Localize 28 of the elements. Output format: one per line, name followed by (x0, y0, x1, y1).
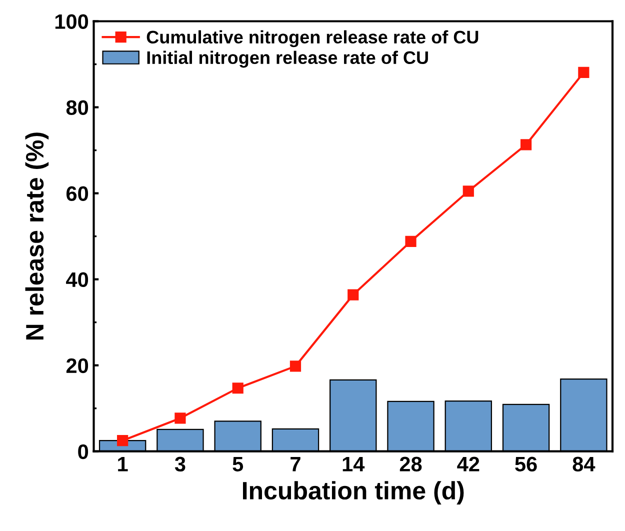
point (462, 186, 474, 197)
legend-label: Initial nitrogen release rate of CU (147, 50, 428, 68)
x-axis-title: Incubation time (d) (243, 481, 464, 504)
x-tick-label: 84 (572, 456, 596, 472)
x-tick-label: 42 (457, 456, 480, 472)
point (348, 289, 359, 300)
point (174, 412, 186, 424)
point (290, 360, 302, 372)
y-tick-label: 0 (78, 444, 88, 460)
y-tick-label: 100 (55, 14, 88, 29)
point (520, 139, 532, 150)
y-axis-title: N release rate (%) (25, 132, 49, 340)
y-tick-label: 20 (66, 358, 88, 374)
y-tick-label: 80 (66, 100, 88, 116)
x-tick-label: 1 (118, 456, 128, 472)
point (405, 236, 416, 248)
x-tick-label: 56 (515, 456, 537, 472)
x-tick-label: 14 (342, 456, 365, 472)
legend-label: Cumulative nitrogen release rate of CU (146, 30, 478, 48)
point (578, 66, 590, 78)
x-tick-label: 5 (232, 456, 244, 472)
y-tick-label: 60 (66, 186, 88, 202)
y-tick-label: 40 (66, 272, 88, 288)
x-tick-label: 3 (174, 456, 186, 472)
point (117, 435, 128, 446)
x-tick-label: 28 (400, 456, 422, 472)
x-tick-label: 7 (290, 456, 300, 472)
point (232, 382, 244, 394)
